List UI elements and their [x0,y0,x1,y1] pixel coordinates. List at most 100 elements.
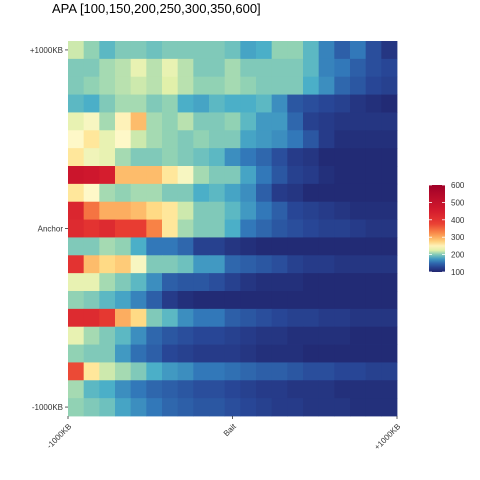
heatmap-cell [271,41,288,60]
heatmap-cell [83,41,100,60]
heatmap-cell [162,41,179,60]
heatmap-cell [224,308,241,328]
heatmap-cell [68,166,85,185]
heatmap-cell [240,112,257,131]
heatmap-cell [334,94,351,113]
heatmap-cell [146,201,163,220]
heatmap-cell [287,148,304,167]
heatmap-cell [193,183,210,203]
heatmap-cell [303,237,320,256]
heatmap-cell [240,183,257,203]
heatmap-cell [162,237,179,256]
heatmap-cell [256,291,273,310]
heatmap-cell [177,148,194,167]
heatmap-cell [177,130,194,149]
heatmap-cell [68,58,85,78]
heatmap-cell [99,344,116,363]
heatmap-cell [146,148,163,167]
heatmap-cell [365,398,382,417]
heatmap-cell [381,112,398,131]
heatmap-cell [115,380,132,399]
heatmap-cell [224,237,241,256]
heatmap-cell [271,201,288,220]
heatmap-cell [209,166,226,185]
heatmap-cell [177,344,194,363]
heatmap-cell [271,380,288,399]
heatmap-cell [115,183,132,203]
heatmap-cell [162,344,179,363]
heatmap-cell [224,148,241,167]
heatmap-cell [68,219,85,238]
heatmap-cell [83,273,100,292]
heatmap-cell [224,255,241,274]
heatmap-cell [99,291,116,310]
heatmap-cell [146,183,163,203]
heatmap-cell [115,237,132,256]
heatmap-cell [381,166,398,185]
heatmap-cell [115,219,132,238]
heatmap-cell [193,362,210,381]
heatmap-cell [303,58,320,78]
heatmap-cell [99,255,116,274]
heatmap-cell [146,326,163,345]
heatmap-cell [256,362,273,381]
heatmap-cell [162,76,179,95]
heatmap-cell [99,362,116,381]
heatmap-cell [256,112,273,131]
heatmap-cell [365,130,382,149]
heatmap-cell [365,58,382,78]
heatmap-cell [287,255,304,274]
heatmap-cell [130,344,147,363]
heatmap-cell [162,183,179,203]
heatmap-cell [130,380,147,399]
heatmap-cell [146,308,163,328]
heatmap-cell [224,94,241,113]
heatmap-cell [256,219,273,238]
heatmap-cell [224,58,241,78]
heatmap-cell [303,219,320,238]
heatmap-cell [256,344,273,363]
heatmap-cell [177,166,194,185]
heatmap-cell [68,76,85,95]
heatmap-cell [146,166,163,185]
heatmap-cell [334,398,351,417]
heatmap-cell [130,130,147,149]
heatmap-cell [287,130,304,149]
heatmap-cell [303,201,320,220]
heatmap-cell [365,362,382,381]
heatmap-cell [130,237,147,256]
heatmap-cell [177,308,194,328]
heatmap-cell [193,201,210,220]
heatmap-cell [318,94,335,113]
heatmap-cell [162,166,179,185]
heatmap-cell [162,148,179,167]
heatmap-cell [318,112,335,131]
heatmap-cell [350,112,367,131]
heatmap-cell [318,41,335,60]
heatmap-cell [381,308,398,328]
heatmap-cell [209,94,226,113]
heatmap-cell [68,291,85,310]
heatmap-cell [83,183,100,203]
heatmap-cell [209,398,226,417]
heatmap-cell [271,237,288,256]
heatmap-cell [303,344,320,363]
heatmap-cell [83,255,100,274]
legend-tick-label: 500 [451,198,465,207]
heatmap-cell [99,148,116,167]
heatmap-cell [303,112,320,131]
heatmap-cell [318,380,335,399]
heatmap-cell [287,291,304,310]
y-tick-label: Anchor [38,225,64,234]
heatmap-cell [99,273,116,292]
heatmap-cell [334,362,351,381]
heatmap-cell [303,308,320,328]
heatmap-cell [287,166,304,185]
heatmap-cell [240,362,257,381]
heatmap-cell [83,380,100,399]
heatmap-cell [271,130,288,149]
heatmap-cell [334,291,351,310]
heatmap-cell [240,308,257,328]
heatmap-cell [287,76,304,95]
heatmap-cell [99,41,116,60]
